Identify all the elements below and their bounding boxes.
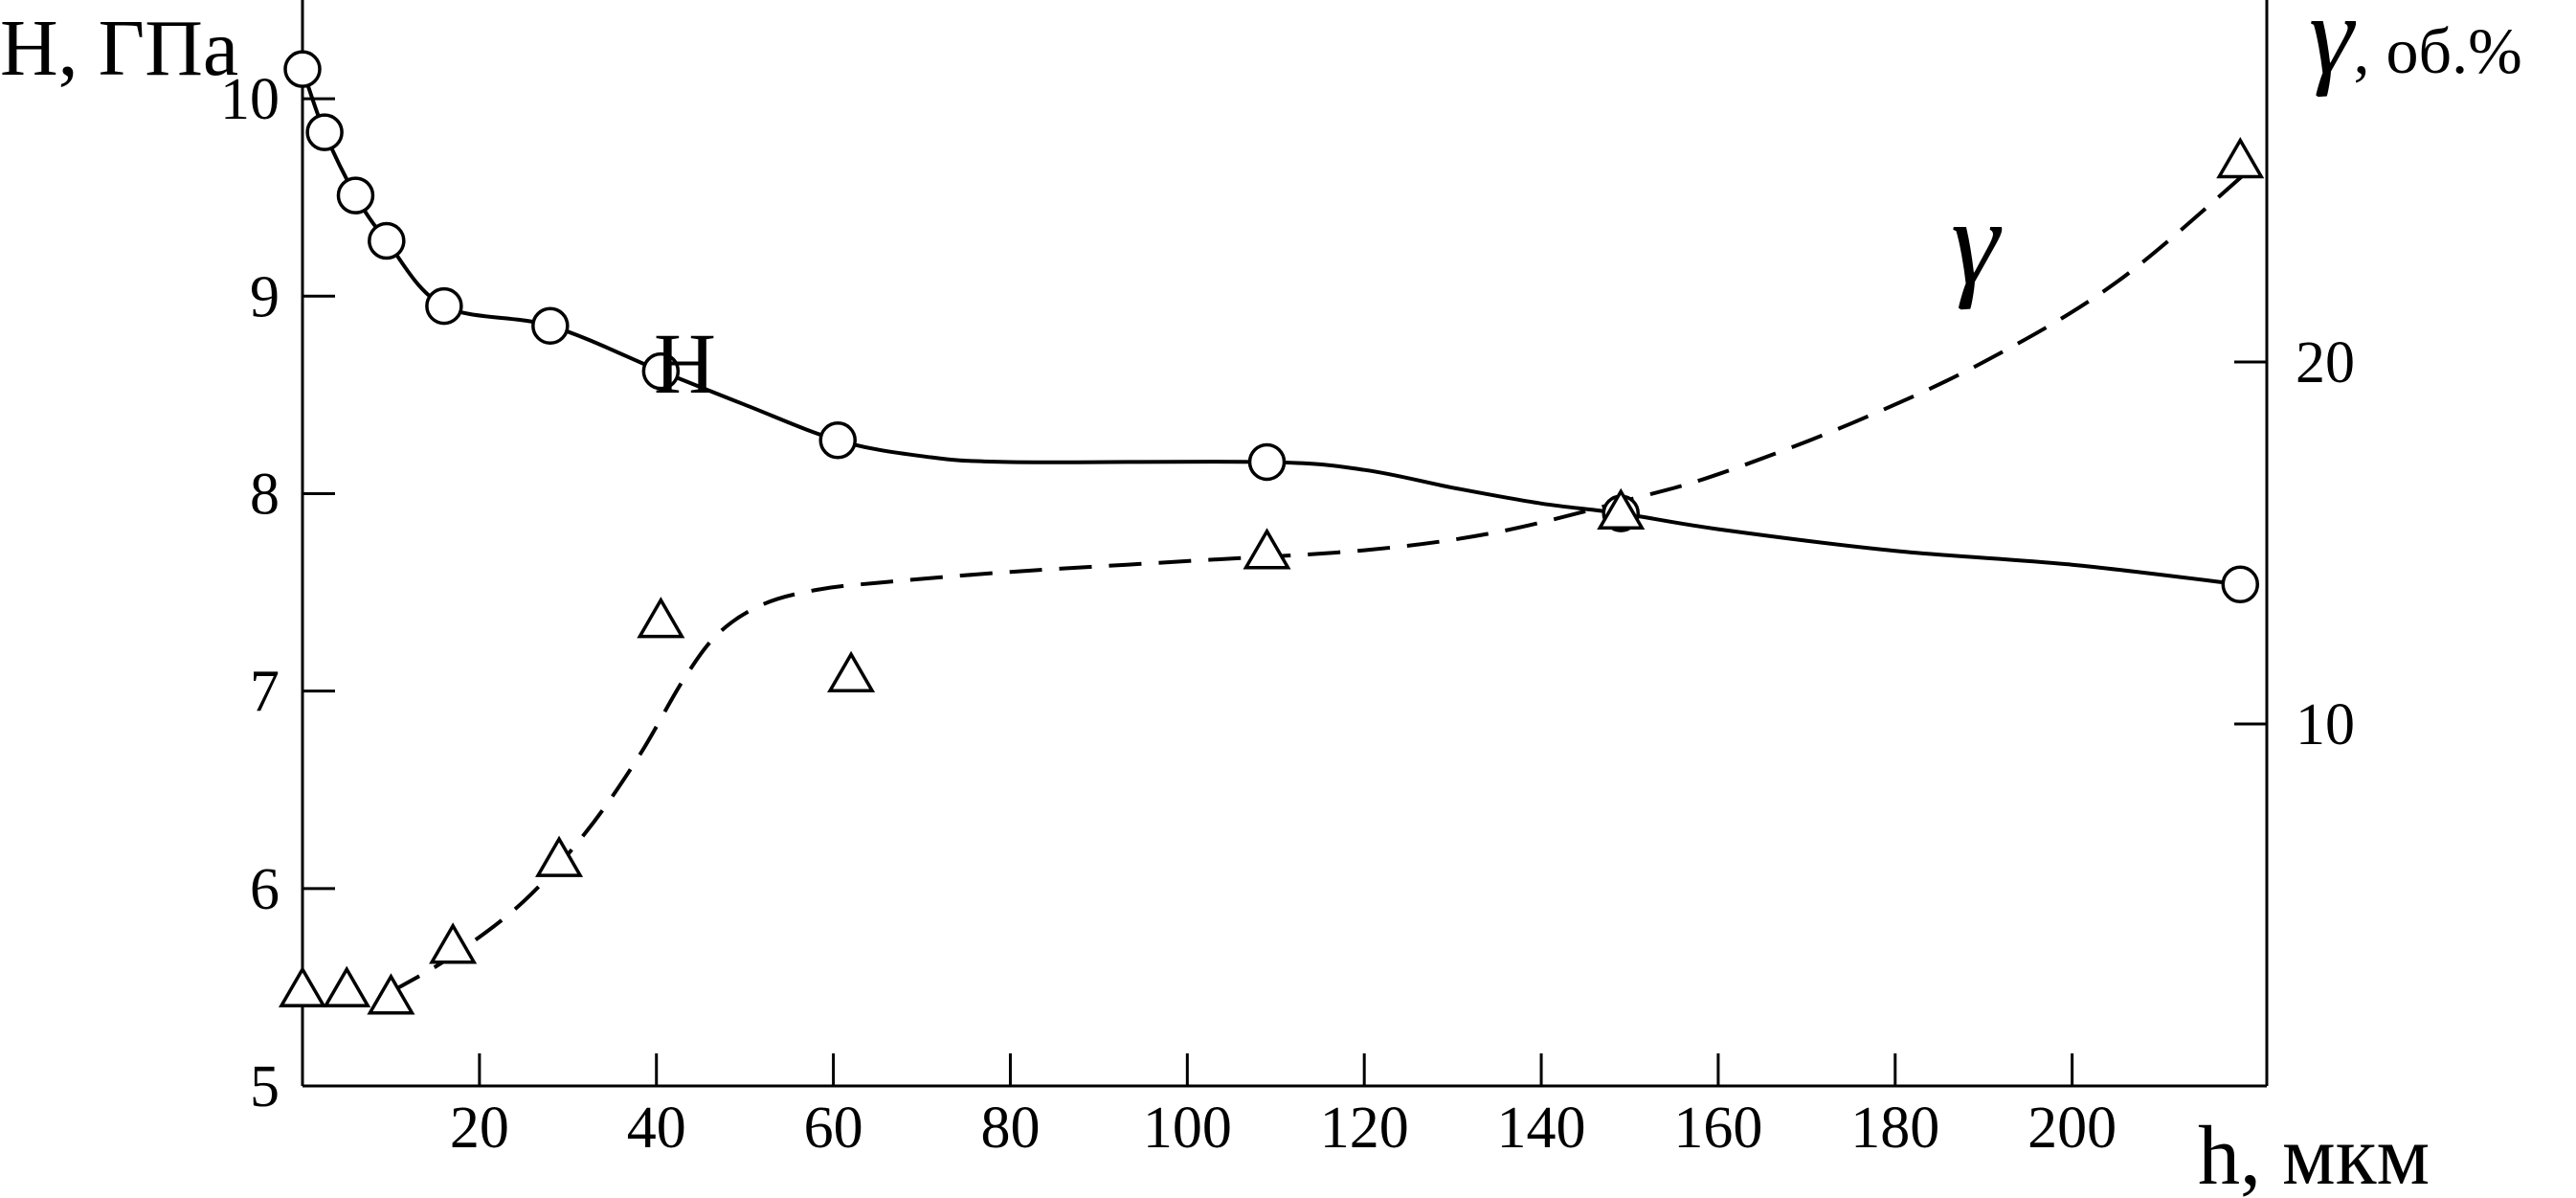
x-tick-label: 60 (804, 1096, 863, 1161)
left-y-axis-title: H, ГПа (0, 4, 238, 93)
x-tick-label: 140 (1497, 1096, 1586, 1161)
gamma-data-point (278, 965, 327, 1007)
series-label-gamma: γ (1951, 174, 2003, 310)
h-data-point (425, 286, 463, 326)
h-data-point (531, 306, 570, 345)
x-tick-label: 160 (1673, 1096, 1762, 1161)
gamma-data-point (2216, 137, 2265, 179)
left-y-tick-label: 5 (250, 1054, 280, 1119)
h-data-point (641, 351, 681, 391)
x-tick-label: 40 (627, 1096, 686, 1161)
h-data-point (283, 50, 322, 88)
h-data-point (305, 113, 344, 151)
h-data-point (368, 221, 406, 260)
gamma-data-point (323, 965, 371, 1007)
h-data-point (818, 421, 857, 460)
x-tick-label: 80 (980, 1096, 1040, 1161)
x-axis-title: h, мкм (2198, 1110, 2430, 1198)
gamma-data-point (535, 835, 584, 877)
gamma-data-point (367, 973, 415, 1015)
series-markers (278, 50, 2265, 1015)
right-y-axis-title: γ, об.% (2309, 0, 2522, 98)
left-y-tick-label: 7 (250, 660, 280, 725)
h-data-point (336, 176, 375, 215)
left-y-tick-label: 9 (250, 264, 280, 329)
x-tick-label: 200 (2027, 1096, 2117, 1161)
x-tick-label: 100 (1143, 1096, 1232, 1161)
h-series-line (301, 68, 2241, 587)
gamma-data-point (1243, 528, 1291, 570)
left-y-axis-ticks: 5 6 7 8 9 10 (220, 67, 335, 1119)
x-tick-label: 180 (1850, 1096, 1939, 1161)
left-y-tick-label: 6 (250, 857, 280, 922)
right-y-tick-label: 20 (2296, 330, 2355, 396)
right-y-axis-symbol: γ (2309, 0, 2357, 98)
gamma-series-line (390, 169, 2251, 994)
right-y-axis-ticks: 10 20 (2234, 330, 2355, 757)
gamma-data-point (637, 597, 685, 639)
gamma-data-point (827, 650, 876, 693)
x-tick-label: 20 (450, 1096, 509, 1161)
h-data-point (2221, 565, 2260, 604)
x-tick-label: 120 (1320, 1096, 1409, 1161)
right-y-tick-label: 10 (2296, 692, 2355, 757)
gamma-data-point (1597, 487, 1646, 530)
series-label-h: H (654, 317, 716, 412)
h-data-point (1247, 442, 1287, 482)
x-axis-ticks: 20 40 60 80 100 120 140 160 180 200 (450, 1053, 2117, 1161)
right-y-axis-unit: , об.% (2354, 14, 2522, 87)
left-y-tick-label: 8 (250, 462, 280, 527)
left-y-tick-label: 10 (220, 67, 280, 132)
gamma-data-point (429, 922, 478, 964)
